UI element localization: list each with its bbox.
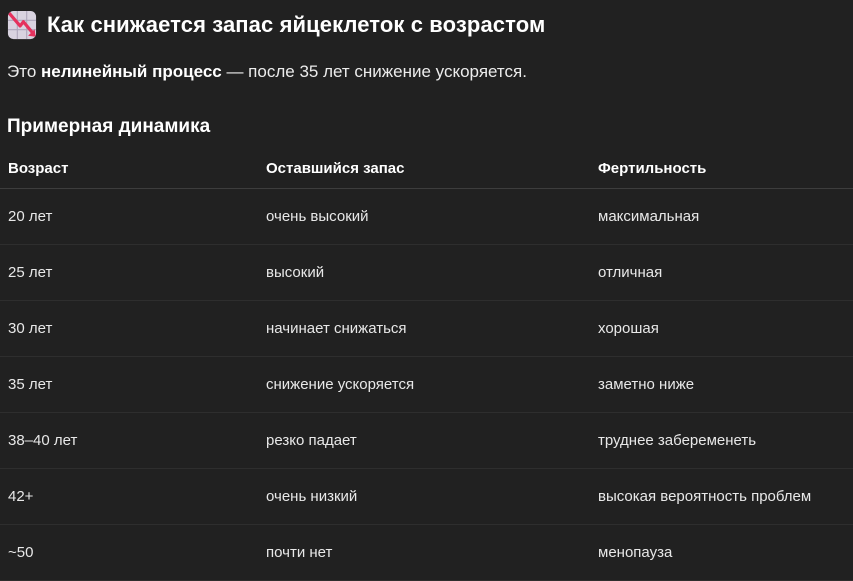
cell-reserve: очень высокий bbox=[258, 188, 590, 245]
table-row: 20 лет очень высокий максимальная bbox=[0, 188, 853, 245]
subtitle-prefix: Это bbox=[7, 62, 41, 81]
page-title-row: Как снижается запас яйцеклеток с возраст… bbox=[7, 9, 845, 41]
cell-fertility: максимальная bbox=[590, 188, 853, 245]
cell-fertility: хорошая bbox=[590, 300, 853, 357]
cell-age: 35 лет bbox=[0, 356, 258, 413]
cell-reserve: начинает снижаться bbox=[258, 300, 590, 357]
cell-fertility: высокая вероятность проблем bbox=[590, 468, 853, 525]
subtitle-bold: нелинейный процесс bbox=[41, 62, 222, 81]
cell-fertility: отличная bbox=[590, 244, 853, 301]
cell-age: 25 лет bbox=[0, 244, 258, 301]
cell-age: 42+ bbox=[0, 468, 258, 525]
cell-fertility: менопауза bbox=[590, 524, 853, 581]
cell-age: 38–40 лет bbox=[0, 412, 258, 469]
table-row: 25 лет высокий отличная bbox=[0, 244, 853, 301]
cell-reserve: резко падает bbox=[258, 412, 590, 469]
cell-age: 20 лет bbox=[0, 188, 258, 245]
cell-reserve: снижение ускоряется bbox=[258, 356, 590, 413]
age-fertility-table: Возраст Оставшийся запас Фертильность 20… bbox=[0, 151, 853, 581]
page-title: Как снижается запас яйцеклеток с возраст… bbox=[47, 12, 546, 37]
chart-decreasing-icon bbox=[7, 10, 37, 40]
column-header-age: Возраст bbox=[0, 151, 258, 189]
cell-reserve: очень низкий bbox=[258, 468, 590, 525]
cell-fertility: заметно ниже bbox=[590, 356, 853, 413]
table-row: ~50 почти нет менопауза bbox=[0, 524, 853, 581]
section-heading: Примерная динамика bbox=[7, 116, 211, 137]
subtitle-suffix: — после 35 лет снижение ускоряется. bbox=[221, 62, 527, 81]
table-header-row: Возраст Оставшийся запас Фертильность bbox=[0, 151, 853, 189]
column-header-fertility: Фертильность bbox=[590, 151, 853, 189]
table-row: 38–40 лет резко падает труднее заберемен… bbox=[0, 412, 853, 469]
cell-fertility: труднее забеременеть bbox=[590, 412, 853, 469]
cell-age: 30 лет bbox=[0, 300, 258, 357]
cell-reserve: высокий bbox=[258, 244, 590, 301]
table-row: 30 лет начинает снижаться хорошая bbox=[0, 300, 853, 357]
table-row: 35 лет снижение ускоряется заметно ниже bbox=[0, 356, 853, 413]
table-row: 42+ очень низкий высокая вероятность про… bbox=[0, 468, 853, 525]
cell-reserve: почти нет bbox=[258, 524, 590, 581]
column-header-reserve: Оставшийся запас bbox=[258, 151, 590, 189]
subtitle: Это нелинейный процесс — после 35 лет сн… bbox=[7, 61, 845, 83]
cell-age: ~50 bbox=[0, 524, 258, 581]
